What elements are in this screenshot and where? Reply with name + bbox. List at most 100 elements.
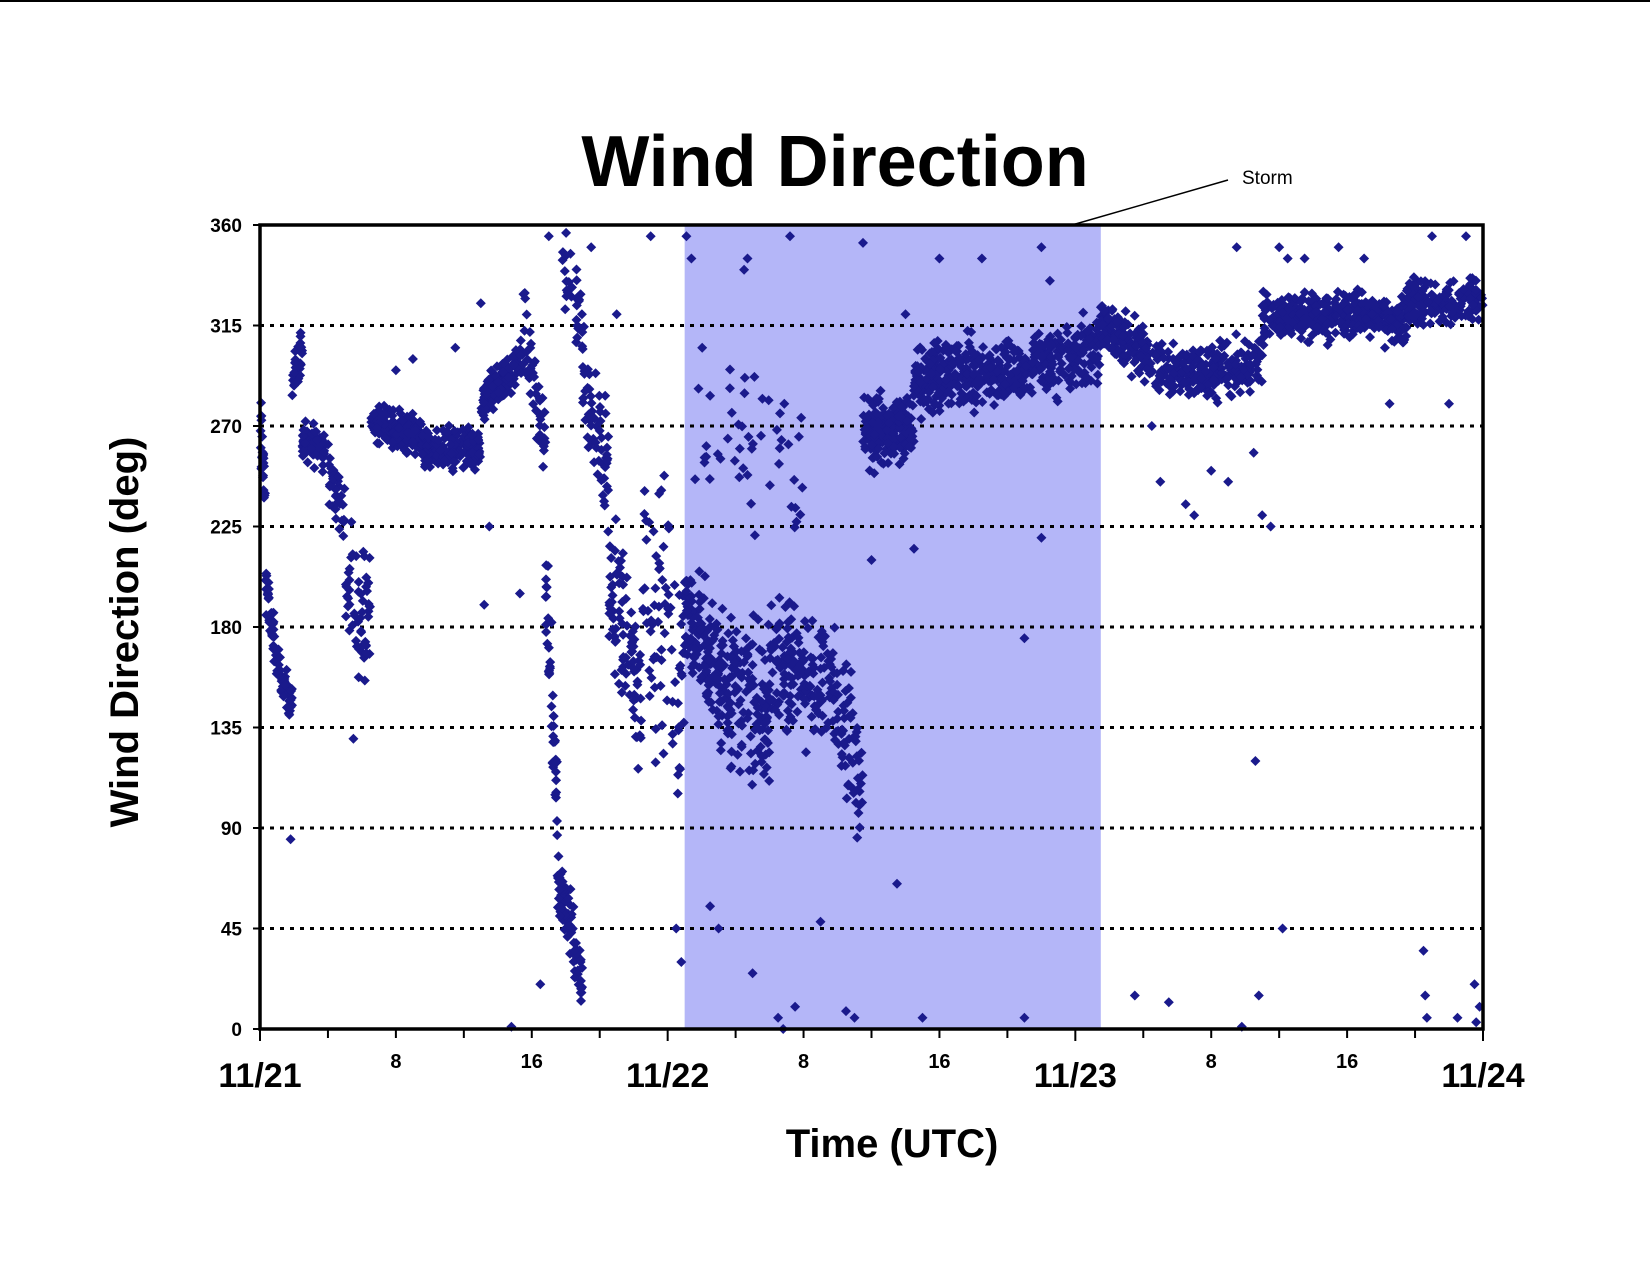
data-point [1102,313,1113,324]
data-point [1322,340,1333,350]
data-point [915,342,926,353]
chart-title: Wind Direction [581,122,1088,202]
data-point [785,231,795,242]
data-point [302,457,313,468]
data-point [525,342,536,353]
data-point [784,697,795,708]
data-point [448,456,459,467]
data-point [722,717,733,728]
data-point [1275,316,1286,327]
data-point [725,364,735,375]
data-point [723,628,734,639]
x-minor-tick-label: 16 [1336,1051,1358,1073]
data-point [673,698,683,709]
data-point [1408,272,1419,283]
data-point [1132,365,1143,376]
data-point [774,443,785,454]
data-point [733,419,744,430]
data-point [402,447,413,458]
data-point [725,705,736,716]
data-point [312,434,323,445]
data-point [541,581,552,592]
data-point [1206,465,1217,476]
data-point [860,444,871,455]
data-point [843,683,854,694]
data-point [618,629,629,640]
data-point [449,425,460,436]
data-point [891,397,902,408]
data-point [1392,306,1403,317]
data-point [738,707,749,718]
data-point [1244,376,1255,387]
data-point [566,291,577,302]
scatter-points [255,227,1488,1034]
data-point [976,253,987,264]
data-point [681,586,692,597]
data-point [1355,324,1366,335]
data-point [971,397,982,408]
data-point [1071,341,1082,352]
data-point [543,231,554,242]
data-point [518,359,529,369]
data-point [763,619,774,630]
data-point [349,610,360,621]
data-point [783,439,794,450]
data-point [929,397,939,408]
data-point [644,691,655,701]
data-point [1320,327,1331,338]
data-point [1443,285,1454,296]
data-point [1258,286,1269,297]
data-point [533,381,544,392]
data-point [732,749,743,760]
data-point [1034,342,1044,353]
data-point [359,675,370,686]
data-point [562,931,573,942]
data-point [713,923,724,934]
data-point [641,534,652,545]
data-point [1310,301,1321,312]
data-point [261,568,272,579]
data-point [1333,242,1344,253]
data-point [1109,348,1120,359]
data-point [1102,334,1113,345]
data-point [1196,373,1207,384]
data-point [746,498,757,509]
data-point [694,597,705,608]
data-point [929,338,940,348]
data-point [481,387,491,397]
data-point [541,574,551,585]
data-point [379,400,390,411]
data-point [433,435,444,446]
data-point [341,611,351,622]
data-point [1036,242,1047,253]
data-point [407,408,418,419]
data-point [357,595,368,606]
data-point [760,718,771,729]
data-point [706,697,716,708]
data-point [1163,997,1174,1008]
data-point [826,662,837,673]
data-point [554,884,565,895]
data-point [394,404,405,415]
data-point [694,604,705,614]
data-point [1206,387,1217,398]
data-point [1312,322,1323,333]
y-tick-label: 45 [221,920,243,941]
data-point [739,264,750,275]
data-point [1189,510,1200,521]
data-point [715,745,726,756]
data-point [596,432,607,443]
data-point [521,309,532,320]
data-point [493,387,504,398]
data-point [792,706,803,717]
data-point [836,760,847,771]
data-point [1033,328,1044,339]
data-point [263,577,274,588]
data-point [515,335,526,346]
data-point [843,780,854,791]
data-point [324,453,335,464]
data-point [585,391,596,402]
data-point [571,275,582,286]
data-point [775,408,785,419]
